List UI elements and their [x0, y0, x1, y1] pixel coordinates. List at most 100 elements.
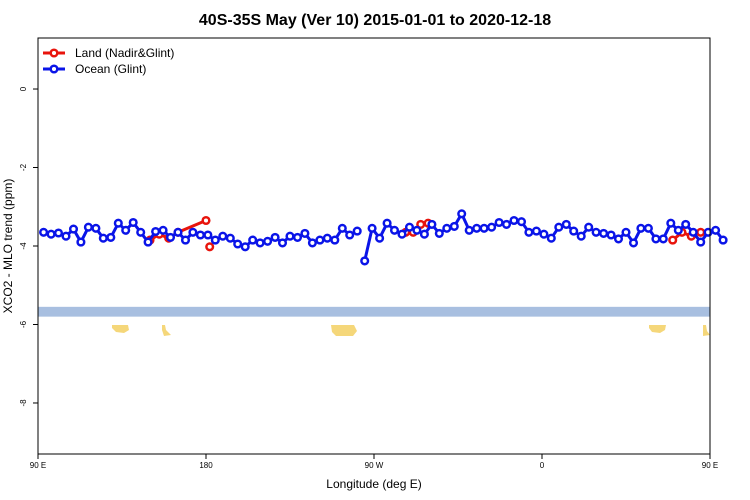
land-patch: [112, 325, 129, 333]
data-point: [636, 223, 646, 233]
data-point: [673, 225, 683, 235]
data-point: [218, 231, 228, 241]
data-point: [412, 225, 422, 235]
data-point: [658, 234, 668, 244]
x-tick-label: 90 E: [702, 461, 718, 470]
data-point: [382, 218, 392, 228]
data-point: [718, 235, 728, 245]
data-point: [91, 223, 101, 233]
data-point: [195, 230, 205, 240]
data-point: [494, 217, 504, 228]
data-point: [205, 242, 215, 252]
data-point: [330, 235, 340, 245]
data-point: [46, 229, 56, 239]
data-point: [98, 233, 108, 243]
data-point: [539, 229, 549, 239]
data-point: [531, 226, 541, 236]
legend-swatch-point: [49, 48, 59, 58]
data-point: [375, 233, 385, 243]
data-point: [554, 222, 564, 232]
data-point: [688, 227, 698, 237]
x-tick-label: 0: [540, 461, 545, 470]
legend-item: Land (Nadir&Glint): [43, 46, 174, 60]
x-axis-label: Longitude (deg E): [326, 477, 421, 491]
data-point: [83, 222, 93, 232]
y-tick-label: -6: [19, 320, 28, 328]
data-point: [464, 225, 474, 235]
y-axis-label: XCO2 - MLO trend (ppm): [1, 179, 15, 314]
y-tick-label: 0: [19, 86, 28, 91]
chart-title: 40S-35S May (Ver 10) 2015-01-01 to 2020-…: [199, 12, 551, 29]
land-patch: [703, 325, 710, 336]
data-point: [389, 225, 400, 235]
data-point: [472, 223, 482, 233]
x-tick-label: 90 W: [365, 461, 384, 470]
data-point: [576, 231, 586, 241]
data-point: [113, 218, 123, 228]
data-point: [352, 226, 362, 236]
data-point: [621, 227, 631, 237]
data-point: [487, 222, 497, 232]
y-tick-label: -4: [19, 242, 28, 250]
data-point: [277, 238, 288, 248]
data-point: [516, 217, 527, 227]
x-tick-label: 90 E: [30, 461, 46, 470]
data-point: [681, 219, 691, 229]
plot-frame: [37, 37, 711, 455]
legend-label: Ocean (Glint): [75, 62, 146, 76]
data-point: [457, 209, 467, 219]
data-point: [121, 225, 131, 235]
data-point: [501, 219, 512, 229]
data-point: [53, 228, 64, 238]
data-point: [696, 227, 706, 237]
data-point: [711, 225, 721, 235]
land-patch: [162, 325, 171, 336]
y-axis: 0 -2 -4 -6 -8: [19, 86, 38, 407]
data-point: [591, 227, 601, 237]
land-patch: [649, 325, 666, 333]
data-point: [136, 227, 146, 237]
data-point: [509, 215, 519, 226]
data-point: [561, 219, 571, 229]
legend-item: Ocean (Glint): [43, 62, 146, 76]
data-point: [68, 224, 79, 234]
data-point: [599, 228, 609, 238]
data-point: [240, 242, 250, 252]
land-mask-band: [38, 306, 710, 336]
data-point: [255, 238, 265, 248]
data-point: [345, 230, 355, 240]
y-tick-label: -8: [19, 399, 28, 407]
data-point: [285, 231, 295, 241]
data-point: [613, 234, 624, 244]
data-point: [628, 238, 639, 248]
data-point: [188, 227, 198, 237]
land-patch: [331, 325, 357, 336]
data-point: [210, 235, 220, 245]
data-point: [442, 223, 452, 233]
data-point: [300, 228, 310, 238]
data-point: [449, 221, 459, 231]
data-point: [263, 236, 273, 246]
legend-label: Land (Nadir&Glint): [75, 46, 174, 60]
data-point: [180, 235, 191, 245]
data-point: [201, 215, 211, 226]
data-point: [233, 239, 243, 249]
ocean-band: [38, 306, 710, 317]
data-point: [292, 232, 303, 242]
data-point: [419, 229, 429, 239]
data-point: [39, 227, 49, 237]
data-point: [427, 219, 437, 229]
data-point: [158, 225, 168, 235]
data-point: [479, 223, 489, 233]
data-point: [367, 223, 377, 233]
data-point: [143, 237, 153, 247]
data-point: [307, 238, 317, 248]
data-point: [173, 227, 183, 237]
data-point: [61, 231, 71, 241]
data-point: [546, 233, 556, 243]
data-point: [569, 226, 579, 236]
data-point: [606, 230, 616, 240]
data-point: [322, 233, 332, 243]
series-ocean: [39, 209, 728, 266]
